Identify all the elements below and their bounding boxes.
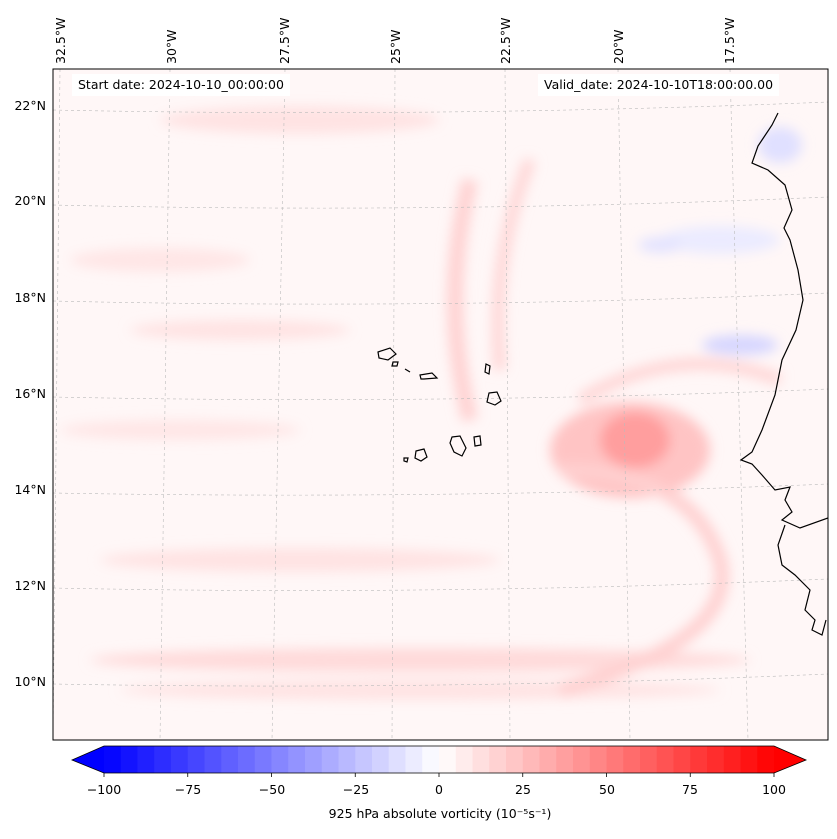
map-background: [53, 69, 828, 740]
lon-label-17-5w: 17.5°W: [722, 17, 737, 64]
colorbar-tick-label: −50: [258, 782, 286, 797]
colorbar-tick-label: 100: [762, 782, 786, 797]
colorbar-segment: [204, 746, 222, 773]
lon-label-20w: 20°W: [611, 29, 626, 64]
colorbar-segment: [439, 746, 457, 773]
lon-label-22-5w: 22.5°W: [498, 17, 513, 64]
coastlines: [377, 112, 828, 636]
colorbar-min-extend: [72, 746, 104, 773]
colorbar-segment: [489, 746, 507, 773]
colorbar-segment: [757, 746, 775, 773]
colorbar-segment: [589, 746, 607, 773]
colorbar-segment: [104, 746, 122, 773]
colorbar-segment: [405, 746, 423, 773]
start-date-label: Start date: 2024-10-10_00:00:00: [72, 74, 290, 96]
lon-label-25w: 25°W: [388, 29, 403, 64]
colorbar-segment: [338, 746, 356, 773]
colorbar-segment: [455, 746, 473, 773]
graticule: [53, 69, 828, 740]
lon-label-27-5w: 27.5°W: [277, 17, 292, 64]
colorbar-segment: [171, 746, 189, 773]
colorbar-label: 925 hPa absolute vorticity (10⁻⁵s⁻¹): [328, 806, 552, 821]
colorbar-segment: [154, 746, 172, 773]
colorbar-segment: [254, 746, 272, 773]
lon-label-30w: 30°W: [164, 29, 179, 64]
colorbar-segment: [422, 746, 440, 773]
colorbar-segment: [388, 746, 406, 773]
colorbar-segment: [321, 746, 339, 773]
colorbar-segment: [120, 746, 138, 773]
colorbar-segment: [137, 746, 155, 773]
colorbar-segment: [238, 746, 256, 773]
map-frame: [52, 68, 829, 741]
vorticity-field: [60, 106, 802, 700]
colorbar-tick-label: −25: [342, 782, 370, 797]
colorbar-segment: [506, 746, 524, 773]
lat-label-22n: 22°N: [14, 98, 46, 113]
colorbar-segment: [372, 746, 390, 773]
lat-label-18n: 18°N: [14, 290, 46, 305]
colorbar-segment: [623, 746, 641, 773]
lat-label-20n: 20°N: [14, 193, 46, 208]
lon-label-32-5w: 32.5°W: [53, 17, 68, 64]
colorbar-segment: [355, 746, 373, 773]
colorbar: [70, 745, 808, 777]
colorbar-max-extend: [774, 746, 806, 773]
colorbar-segment: [656, 746, 674, 773]
colorbar-tick-label: −100: [86, 782, 122, 797]
colorbar-segment: [288, 746, 306, 773]
colorbar-segment: [640, 746, 658, 773]
colorbar-segment: [673, 746, 691, 773]
valid-date-label: Valid_date: 2024-10-10T18:00:00.00: [538, 74, 780, 96]
colorbar-segment: [740, 746, 758, 773]
lat-label-14n: 14°N: [14, 482, 46, 497]
colorbar-segment: [522, 746, 540, 773]
colorbar-segment: [573, 746, 591, 773]
colorbar-tick-label: 25: [515, 782, 531, 797]
lat-label-12n: 12°N: [14, 578, 46, 593]
colorbar-tick-label: −75: [174, 782, 202, 797]
colorbar-segment: [187, 746, 205, 773]
colorbar-segment: [690, 746, 708, 773]
colorbar-segment: [723, 746, 741, 773]
lat-label-10n: 10°N: [14, 674, 46, 689]
colorbar-tick-label: 50: [599, 782, 615, 797]
colorbar-segment: [606, 746, 624, 773]
colorbar-segment: [305, 746, 323, 773]
lat-label-16n: 16°N: [14, 386, 46, 401]
colorbar-segment: [221, 746, 239, 773]
colorbar-tick-label: 0: [435, 782, 443, 797]
colorbar-segment: [271, 746, 289, 773]
colorbar-segment: [539, 746, 557, 773]
colorbar-segment: [707, 746, 725, 773]
vorticity-map: [52, 68, 829, 741]
colorbar-segment: [556, 746, 574, 773]
colorbar-outline: [70, 745, 808, 774]
colorbar-tick-label: 75: [682, 782, 698, 797]
colorbar-segment: [472, 746, 490, 773]
